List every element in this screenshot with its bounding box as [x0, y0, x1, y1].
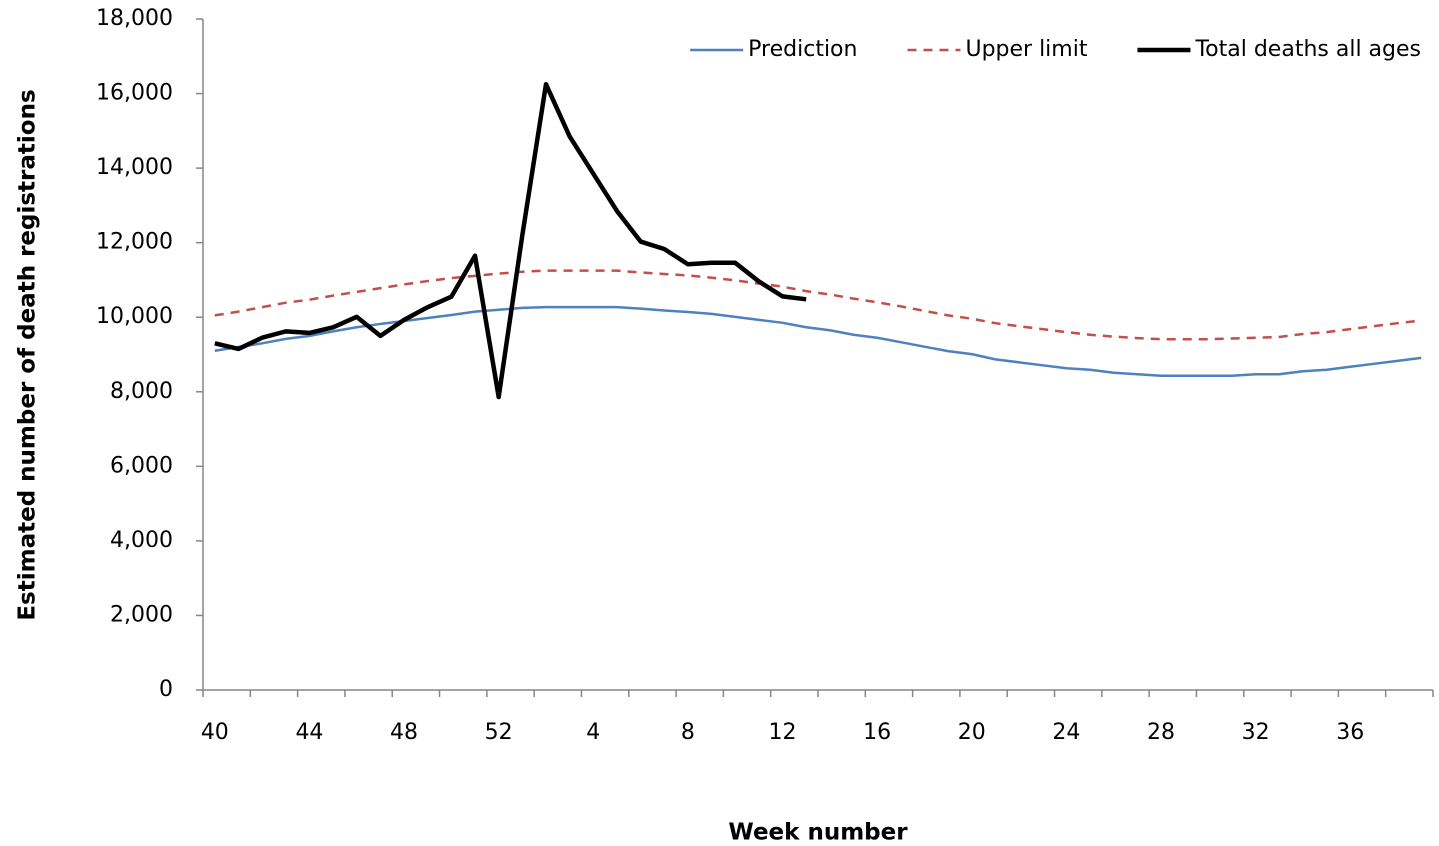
y-tick-label: 18,000 — [96, 6, 173, 31]
y-tick-label: 4,000 — [110, 528, 173, 553]
y-tick-label: 2,000 — [110, 602, 173, 627]
x-tick-label: 36 — [1336, 720, 1364, 745]
x-tick-label: 48 — [390, 720, 418, 745]
x-tick-label: 28 — [1147, 720, 1175, 745]
y-tick-label: 16,000 — [96, 81, 173, 106]
x-axis-title: Week number — [728, 820, 908, 846]
x-tick-label: 16 — [863, 720, 891, 745]
line-series — [214, 81, 807, 400]
y-tick-label: 10,000 — [96, 304, 173, 329]
x-tick-label: 4 — [586, 720, 600, 745]
x-tick-label: 20 — [958, 720, 986, 745]
x-tick-label: 24 — [1052, 720, 1080, 745]
x-tick-label: 12 — [769, 720, 797, 745]
y-tick-label: 12,000 — [96, 230, 173, 255]
line-series — [214, 269, 1422, 341]
legend-label: Prediction — [748, 37, 857, 62]
legend-label: Upper limit — [965, 37, 1087, 62]
y-tick-label: 0 — [159, 677, 173, 702]
x-tick-label: 32 — [1242, 720, 1270, 745]
x-tick-label: 44 — [295, 720, 323, 745]
x-tick-label: 40 — [201, 720, 229, 745]
y-tick-label: 6,000 — [110, 453, 173, 478]
x-tick-label: 52 — [485, 720, 513, 745]
line-series — [214, 305, 1422, 377]
y-tick-label: 8,000 — [110, 379, 173, 404]
x-tick-label: 8 — [681, 720, 695, 745]
y-tick-label: 14,000 — [96, 155, 173, 180]
y-axis-title: Estimated number of death registrations — [15, 89, 41, 620]
legend-label: Total deaths all ages — [1194, 37, 1421, 62]
